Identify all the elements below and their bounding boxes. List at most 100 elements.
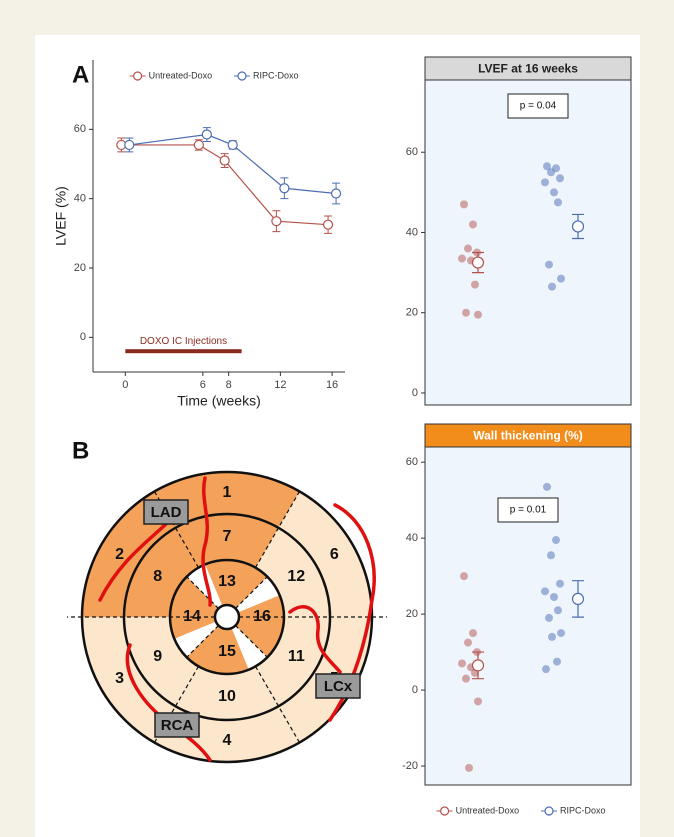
divider [254,491,301,568]
y-tick-label: 0 [412,387,418,399]
legend-label: Untreated-Doxo [149,70,213,80]
segment-label: 11 [288,648,305,665]
center-hole [213,603,241,631]
point [548,282,556,291]
point [124,139,135,151]
segment-label: 14 [183,608,201,625]
point [550,593,558,602]
point [550,188,558,197]
divider [186,576,219,609]
panel-label: A [72,61,89,88]
facet-title: Wall thickening (%) [473,429,583,443]
legend-label: RIPC-Doxo [253,70,299,80]
legend-label: RIPC-Doxo [560,805,606,815]
artery-path [288,605,342,674]
point [469,220,477,229]
segment [169,576,219,639]
point [462,308,470,317]
artery-path [98,520,170,602]
point [193,139,204,151]
artery-label: LCx [324,678,353,695]
annotation-box [497,497,559,523]
annotation-text: p = 0.04 [520,101,557,112]
y-axis-title: LVEF (%) [53,186,69,246]
point [543,162,551,171]
segment-label: 9 [153,648,162,665]
segment [175,666,279,720]
mean-marker [471,659,485,672]
segment [205,559,268,609]
x-tick-label: 0 [122,379,128,391]
segment [82,617,176,743]
divider [235,625,268,658]
point [464,244,472,253]
divider [186,625,219,658]
segment-label: 3 [115,670,124,687]
x-tick-label: 12 [274,379,286,391]
point [458,254,466,263]
y-tick-label: 40 [74,193,86,205]
point [556,174,564,183]
legend-marker [237,71,247,81]
point [556,579,564,588]
point [469,629,477,638]
segment [255,527,330,617]
mean-marker [571,220,585,233]
annotation-bar [125,349,242,354]
divider [235,576,268,609]
point [465,763,473,772]
point [462,674,470,683]
artery-label: LAD [151,504,182,521]
artery-box [143,499,189,525]
point [227,139,238,151]
segment-label: 2 [115,546,124,563]
divider [254,666,301,743]
segment [235,595,284,658]
facet-title: LVEF at 16 weeks [478,62,578,76]
y-tick-label: 20 [406,608,418,620]
y-tick-label: 0 [80,331,86,343]
y-tick-label: 60 [74,123,86,135]
point [474,310,482,319]
plot-bg [424,79,632,406]
point [219,155,230,166]
segment-label: 4 [223,732,232,749]
segment-label: 8 [153,568,162,585]
point [460,200,468,209]
point [201,129,212,140]
point [474,697,482,706]
y-tick-label: 60 [406,146,418,158]
annotation-text: DOXO IC Injections [140,336,227,347]
y-tick-label: 20 [74,262,86,274]
point [471,280,479,289]
segment [186,625,249,674]
point [541,587,549,596]
point [322,219,334,230]
point [542,665,550,674]
point [557,274,565,283]
x-axis-title: Time (weeks) [177,393,261,409]
legend-marker [544,806,554,816]
point [271,216,282,227]
y-tick-label: 20 [406,307,418,319]
segment [154,471,300,528]
point [330,188,342,199]
segment [278,491,372,617]
segment [124,617,199,707]
y-tick-label: 40 [406,532,418,544]
point [543,482,551,491]
segment-label: 13 [218,573,236,590]
mean-marker [471,256,485,269]
legend-label: Untreated-Doxo [456,805,520,815]
mean-marker [571,592,585,606]
point [557,629,565,638]
point [547,168,555,177]
point [545,260,553,269]
segment-label: 6 [330,546,339,563]
point [553,657,561,666]
y-tick-label: -20 [402,760,418,772]
segment-label: 15 [218,643,236,660]
point [547,551,555,560]
